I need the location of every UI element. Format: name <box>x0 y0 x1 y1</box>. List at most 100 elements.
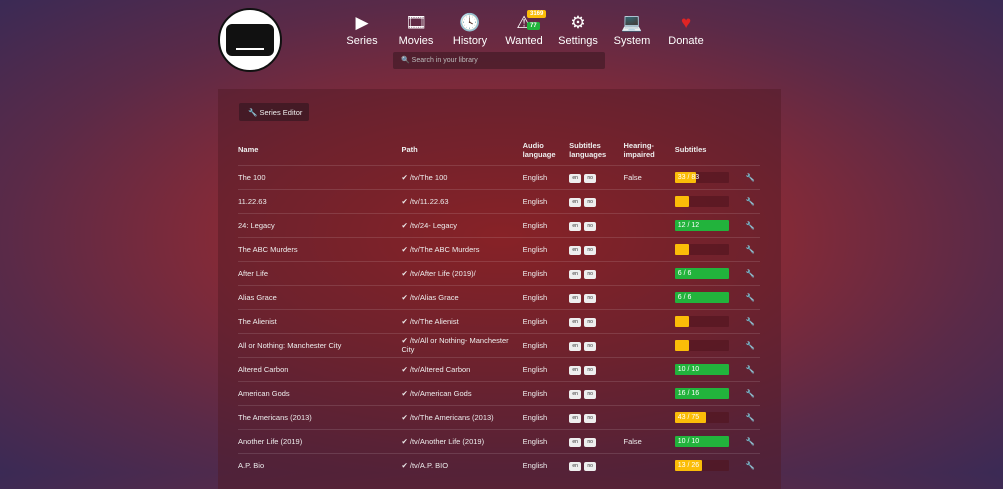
wanted-series-badge: 3169 <box>527 10 547 18</box>
audio-language: English <box>522 428 570 453</box>
series-path: ✔ /tv/The 100 <box>401 164 523 189</box>
language-badge: en <box>569 269 582 279</box>
nav-donate[interactable]: ♥ Donate <box>659 12 713 47</box>
header-subtitles[interactable]: Subtitles <box>674 145 707 155</box>
series-name-link[interactable]: After Life <box>238 260 402 285</box>
subtitles-progress <box>674 308 741 333</box>
subtitle-languages: en no <box>569 212 624 237</box>
subtitles-progress: 12 / 12 <box>674 212 741 237</box>
series-name-link[interactable]: American Gods <box>238 380 402 405</box>
nav-label: History <box>452 35 488 47</box>
edit-wrench-icon[interactable]: 🔧 <box>740 284 760 309</box>
progress-fill <box>674 435 729 447</box>
series-name-link[interactable]: The Americans (2013) <box>238 404 402 429</box>
header-subtitle-languages[interactable]: Subtitles languages <box>569 140 607 159</box>
nav-history[interactable]: 🕓 History <box>443 12 497 47</box>
progress-text: 6 / 6 <box>677 269 692 277</box>
language-badge: en <box>569 173 582 183</box>
path-text: /tv/The ABC Murders <box>409 244 480 254</box>
progress-fill <box>674 459 702 471</box>
edit-wrench-icon[interactable]: 🔧 <box>740 332 760 357</box>
progress-fill <box>674 291 729 303</box>
nav-movies[interactable]: 🎞 Movies <box>389 12 443 47</box>
progress-bar: 16 / 16 <box>674 387 729 399</box>
edit-wrench-icon[interactable]: 🔧 <box>740 380 760 405</box>
nav-wanted[interactable]: ⚠ Wanted 3169 77 <box>497 10 551 47</box>
language-badge: en <box>569 245 582 255</box>
subtitles-progress <box>674 188 741 213</box>
nav-label: Wanted <box>505 35 543 47</box>
edit-wrench-icon[interactable]: 🔧 <box>740 452 760 477</box>
nav-series[interactable]: ▶ Series <box>335 12 389 47</box>
series-name-link[interactable]: Altered Carbon <box>238 356 402 381</box>
series-name-link[interactable]: All or Nothing: Manchester City <box>238 332 402 357</box>
progress-bar: 6 / 6 <box>674 267 729 279</box>
series-name-link[interactable]: The ABC Murders <box>238 236 402 261</box>
edit-wrench-icon[interactable]: 🔧 <box>740 164 760 189</box>
nav-system[interactable]: 💻 System <box>605 12 659 47</box>
header-hearing-impaired[interactable]: Hearing-impaired <box>623 140 655 159</box>
language-badge: no <box>584 317 597 327</box>
edit-wrench-icon[interactable]: 🔧 <box>740 356 760 381</box>
edit-wrench-icon[interactable]: 🔧 <box>740 308 760 333</box>
header-path[interactable]: Path <box>401 145 418 155</box>
wrench-icon: 🔧 <box>248 108 258 117</box>
subtitle-languages: en no <box>569 260 624 285</box>
logo[interactable] <box>218 8 282 72</box>
series-name-link[interactable]: Another Life (2019) <box>238 428 402 453</box>
progress-fill <box>674 267 729 279</box>
edit-wrench-icon[interactable]: 🔧 <box>740 188 760 213</box>
header-name[interactable]: Name <box>238 145 259 155</box>
progress-fill <box>674 243 689 255</box>
progress-text <box>675 246 678 253</box>
table-row: Altered Carbon ✔ /tv/Altered Carbon Engl… <box>238 356 760 381</box>
progress-text: 6 / 6 <box>677 293 692 301</box>
check-icon: ✔ <box>401 244 408 254</box>
check-icon: ✔ <box>401 412 408 422</box>
nav-settings[interactable]: ⚙ Settings <box>551 12 605 47</box>
series-name-link[interactable]: 24: Legacy <box>238 212 402 237</box>
check-icon: ✔ <box>401 460 408 470</box>
progress-bar: 13 / 26 <box>674 459 729 471</box>
series-name-link[interactable]: The Alienist <box>238 308 402 333</box>
hearing-impaired <box>623 188 675 213</box>
subtitles-progress: 16 / 16 <box>674 380 741 405</box>
series-name-link[interactable]: A.P. Bio <box>238 452 402 477</box>
subtitles-progress <box>674 332 741 357</box>
series-path: ✔ /tv/24- Legacy <box>401 212 523 237</box>
audio-language: English <box>522 164 570 189</box>
audio-language: English <box>522 404 570 429</box>
series-name-link[interactable]: The 100 <box>238 164 402 189</box>
edit-wrench-icon[interactable]: 🔧 <box>740 236 760 261</box>
edit-wrench-icon[interactable]: 🔧 <box>740 428 760 453</box>
check-icon: ✔ <box>401 316 408 326</box>
progress-fill <box>674 219 729 231</box>
path-text: /tv/The Alienist <box>409 316 459 326</box>
path-text: /tv/Alias Grace <box>409 292 459 302</box>
progress-text: 10 / 10 <box>677 437 700 445</box>
edit-wrench-icon[interactable]: 🔧 <box>740 212 760 237</box>
audio-language: English <box>522 236 570 261</box>
series-name-link[interactable]: 11.22.63 <box>238 188 402 213</box>
progress-fill <box>674 363 729 375</box>
series-editor-button[interactable]: 🔧 Series Editor <box>239 103 309 121</box>
search-input[interactable]: 🔍 Search in your library <box>393 52 605 69</box>
clock-icon: 🕓 <box>459 13 481 32</box>
search-placeholder: Search in your library <box>411 57 478 64</box>
language-badge: no <box>584 293 597 303</box>
hearing-impaired <box>623 332 675 357</box>
progress-fill <box>674 171 697 183</box>
edit-wrench-icon[interactable]: 🔧 <box>740 404 760 429</box>
series-name-link[interactable]: Alias Grace <box>238 284 402 309</box>
language-badge: en <box>569 365 582 375</box>
edit-wrench-icon[interactable]: 🔧 <box>740 260 760 285</box>
language-badge: en <box>569 437 582 447</box>
nav-label: Series <box>346 35 378 47</box>
progress-bar: 10 / 10 <box>674 363 729 375</box>
table-row: The ABC Murders ✔ /tv/The ABC Murders En… <box>238 236 760 261</box>
language-badge: no <box>584 389 597 399</box>
audio-language: English <box>522 308 570 333</box>
main-nav: ▶ Series 🎞 Movies 🕓 History ⚠ Wanted 3169 77 ⚙ Sett… <box>335 10 713 47</box>
path-text: /tv/A.P. BIO <box>409 460 449 470</box>
header-audio[interactable]: Audio language <box>522 140 556 159</box>
